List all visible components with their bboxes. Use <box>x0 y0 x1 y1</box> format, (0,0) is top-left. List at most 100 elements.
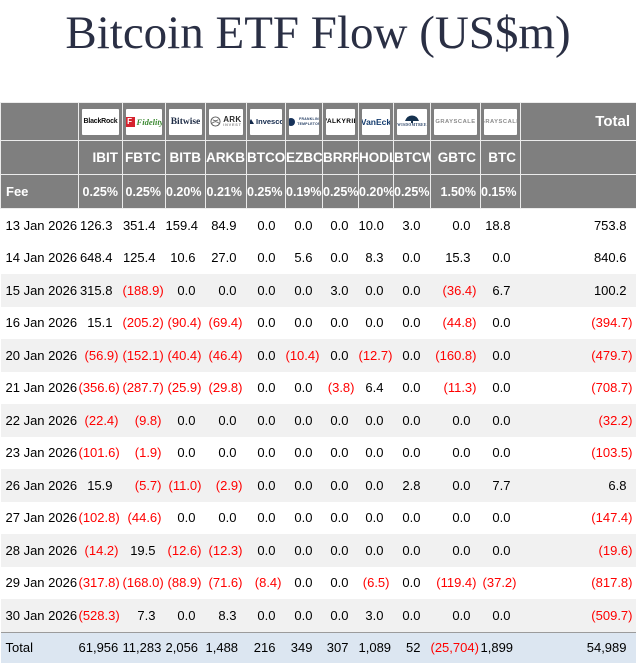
table-row: 29 Jan 2026 (317.8) (168.0) (88.9) (71.6) (8.… <box>1 567 636 600</box>
vaneck-wordmark: VanEck <box>362 116 390 127</box>
flow-value-cell: 2.8 <box>393 469 431 502</box>
flow-value-cell: (71.6) <box>208 575 243 591</box>
flow-value-cell: 0.0 <box>322 599 359 632</box>
flow-value-cell: 0.0 <box>402 575 421 591</box>
flow-value-cell: 648.4 <box>79 250 113 266</box>
flow-value-cell: 0.0 <box>205 274 247 307</box>
wisdomtree-tree-icon <box>405 115 419 124</box>
fidelity-wordmark: Fidelity <box>136 116 162 127</box>
grayscale-logo: GRAYSCALE <box>434 108 477 135</box>
provider-logo-cell: WISDOMTREE <box>393 102 431 141</box>
flow-value-cell: (90.4) <box>167 315 202 331</box>
column-total-cell: (25,704) <box>430 631 481 663</box>
flow-value-cell: 10.0 <box>358 208 394 242</box>
flow-value-cell: 0.0 <box>393 599 431 632</box>
row-date: 15 Jan 2026 <box>0 274 79 307</box>
flow-value-cell: (29.8) <box>208 380 243 396</box>
row-total-cell: 6.8 <box>520 469 636 502</box>
flow-value-cell: 10.6 <box>170 250 196 266</box>
flow-value-cell: (44.8) <box>442 315 477 331</box>
column-total-cell: 1,899 <box>480 631 521 663</box>
grayscale-wordmark: GRAYSCALE <box>435 118 476 125</box>
row-date: 21 Jan 2026 <box>5 380 78 396</box>
ark-globe-icon <box>210 116 221 127</box>
flow-value-cell: 3.0 <box>358 599 394 632</box>
provider-logo-cell: VanEck <box>358 102 394 141</box>
flow-value-cell: 0.0 <box>246 599 286 632</box>
flow-value-cell: 0.0 <box>322 208 359 242</box>
ticker-ibit: IBIT <box>78 140 123 175</box>
franklin-wordmark: FRANKLIN TEMPLETON <box>297 117 319 126</box>
column-total-cell: 2,056 <box>165 631 206 663</box>
flow-value-cell: (356.6) <box>78 380 120 396</box>
flow-value-cell: 0.0 <box>330 445 349 461</box>
franklin-line1: FRANKLIN <box>299 117 319 122</box>
fee-label: Fee <box>0 174 79 209</box>
flow-value-cell: (40.4) <box>165 339 206 372</box>
valkyrie-logo: VALKYRIE <box>326 108 355 135</box>
fee-brrr: 0.25% <box>322 174 359 209</box>
flow-value-cell: (101.6) <box>78 445 120 461</box>
flow-value-cell: (12.7) <box>358 339 394 372</box>
row-date: 20 Jan 2026 <box>0 339 79 372</box>
flow-value-cell: 351.4 <box>122 208 166 242</box>
provider-logo-row: BlackRock F Fidelity Bitwise ARK INVEST Invesc… <box>0 102 636 141</box>
vaneck-logo: VanEck <box>362 108 390 135</box>
flow-value-cell: 0.0 <box>285 208 323 242</box>
flow-value-cell: 0.0 <box>393 534 431 567</box>
fee-fbtc: 0.25% <box>122 174 166 209</box>
ticker-hodl: HODL <box>358 140 394 175</box>
row-total-cell: (103.5) <box>591 445 633 461</box>
flow-value-cell: (12.6) <box>165 534 206 567</box>
column-total-cell: 1,488 <box>205 631 247 663</box>
franklin-head-icon <box>289 117 296 126</box>
row-total-cell: 100.2 <box>520 274 636 307</box>
flow-value-cell: 0.0 <box>294 445 313 461</box>
fee-row: Fee 0.25% 0.25% 0.20% 0.21% 0.25% 0.19% 0.25% 0.… <box>0 174 636 209</box>
flow-value-cell: 125.4 <box>122 250 156 266</box>
ticker-total-cell <box>520 140 636 175</box>
ticker-arkb: ARKB <box>205 140 247 175</box>
flow-value-cell: 0.0 <box>285 274 323 307</box>
provider-logo-cell: F Fidelity <box>122 102 166 141</box>
flow-value-cell: (6.5) <box>362 575 390 591</box>
flow-value-cell: (46.4) <box>205 339 247 372</box>
flow-value-cell: (37.2) <box>482 575 517 591</box>
flow-value-cell: (102.8) <box>78 510 120 526</box>
provider-logo-cell: ARK INVEST <box>205 102 247 141</box>
flow-value-cell: 0.0 <box>257 380 276 396</box>
flow-value-cell: 5.6 <box>294 250 313 266</box>
wisdomtree-wordmark: WISDOMTREE <box>397 123 427 128</box>
flow-value-cell: 0.0 <box>430 208 481 242</box>
flow-value-cell: 0.0 <box>205 404 247 437</box>
flow-value-cell: (5.7) <box>122 469 166 502</box>
flow-value-cell: (11.0) <box>165 469 206 502</box>
flow-value-cell: 0.0 <box>393 339 431 372</box>
flow-value-cell: (2.9) <box>205 469 247 502</box>
table-row: 14 Jan 2026 648.4 125.4 10.6 27.0 0.0 5.6 0.0 8.… <box>1 242 636 275</box>
flow-value-cell: 0.0 <box>246 339 286 372</box>
flow-value-cell: 27.0 <box>211 250 237 266</box>
flow-value-cell: 0.0 <box>322 534 359 567</box>
flow-value-cell: 0.0 <box>294 510 313 526</box>
flow-value-cell: (8.4) <box>254 575 282 591</box>
flow-value-cell: 0.0 <box>365 510 384 526</box>
ark-wordmark: ARK INVEST <box>223 115 242 128</box>
flow-value-cell: 0.0 <box>322 339 359 372</box>
row-date: 22 Jan 2026 <box>0 404 79 437</box>
row-date: 16 Jan 2026 <box>5 315 78 331</box>
row-total-cell: (817.8) <box>591 575 633 591</box>
table-row: 23 Jan 2026 (101.6) (1.9) 0.0 0.0 0.0 0.0 0.0 0.… <box>1 437 636 470</box>
flow-value-cell: 0.0 <box>358 469 394 502</box>
flow-value-cell: 0.0 <box>218 510 237 526</box>
flow-value-cell: 159.4 <box>165 208 206 242</box>
flow-value-cell: 0.0 <box>365 315 384 331</box>
flow-value-cell: (160.8) <box>430 339 481 372</box>
invesco-wordmark: Invesco <box>256 117 282 126</box>
table-row: 13 Jan 2026 126.3 351.4 159.4 84.9 0.0 0.0 0.0 1… <box>0 208 636 242</box>
fee-btc: 0.15% <box>480 174 521 209</box>
flow-value-cell: 0.0 <box>358 534 394 567</box>
flow-value-cell: 0.0 <box>294 575 313 591</box>
flow-value-cell: 0.0 <box>177 510 196 526</box>
fee-arkb: 0.21% <box>205 174 247 209</box>
